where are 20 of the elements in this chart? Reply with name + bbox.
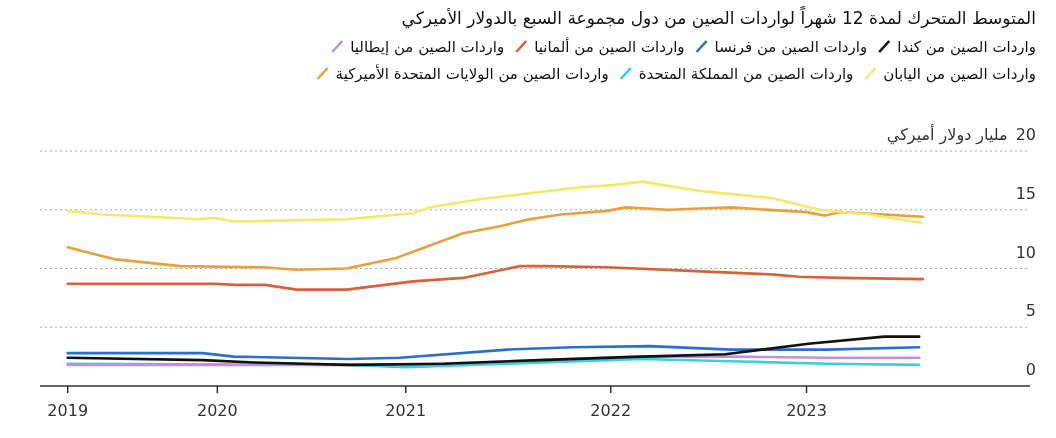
- legend-item: واردات الصين من المملكة المتحدة: [619, 65, 854, 83]
- legend-item: واردات الصين من إيطاليا: [331, 38, 505, 56]
- x-tick-label: 2021: [385, 401, 427, 420]
- y-tick-label: 0: [1025, 360, 1036, 379]
- y-tick-label: 10: [1015, 242, 1036, 262]
- legend-item: واردات الصين من ألمانيا: [515, 38, 685, 56]
- legend-label: واردات الصين من ألمانيا: [534, 37, 685, 56]
- legend-item: واردات الصين من فرنسا: [695, 38, 868, 56]
- x-tick-label: 2022: [590, 401, 632, 420]
- x-tick-label: 2020: [196, 401, 238, 420]
- x-tick-label: 2023: [786, 401, 827, 420]
- x-tick-label: 2019: [47, 401, 89, 420]
- y-tick-label: 20: [1015, 125, 1036, 144]
- chart-title: المتوسط المتحرك لمدة 12 شهراً لواردات الصين من دول مجموعة السبع بالدولار الأميركي: [401, 5, 1036, 29]
- legend-item: واردات الصين من كندا: [878, 38, 1036, 56]
- y-tick-label: 5: [1025, 301, 1036, 321]
- y-tick-label: 15: [1015, 183, 1036, 203]
- y-axis-title: مليار دولار أميركي: [886, 124, 1008, 145]
- legend-item: واردات الصين من اليابان: [864, 65, 1036, 83]
- legend-item: واردات الصين من الولايات المتحدة الأميركية: [316, 65, 609, 83]
